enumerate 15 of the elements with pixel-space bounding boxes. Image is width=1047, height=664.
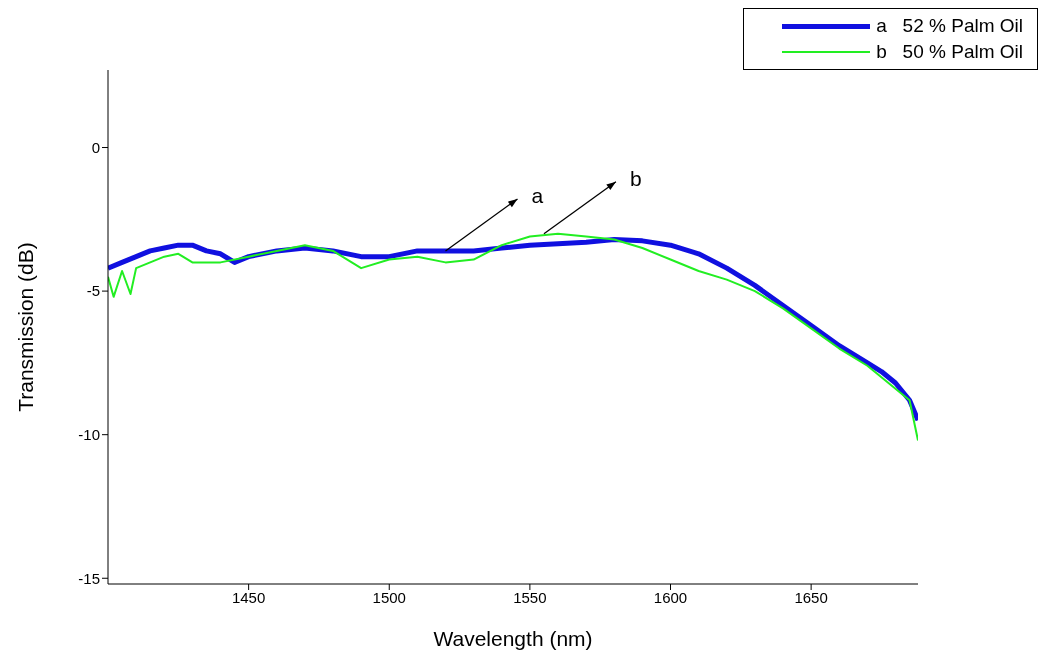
annotation: b [629, 166, 642, 190]
annotation: a [531, 183, 544, 207]
y-tick-label: -10 [78, 426, 100, 444]
y-tick-label: -5 [86, 282, 100, 300]
y-tick-label: -15 [78, 569, 100, 587]
legend-label: a 52 % Palm Oil [876, 14, 1023, 38]
x-tick-label: 1550 [513, 588, 547, 606]
x-tick-label: 1500 [372, 588, 406, 606]
y-tick-label: 0 [91, 138, 100, 156]
y-axis-title: Transmission (dB) [14, 242, 38, 412]
legend-label: b 50 % Palm Oil [876, 40, 1023, 64]
x-tick-label: 1650 [794, 588, 828, 606]
x-axis-title: Wavelength (nm) [433, 627, 593, 650]
x-tick-label: 1600 [653, 588, 688, 606]
x-tick-label: 1450 [231, 588, 266, 606]
